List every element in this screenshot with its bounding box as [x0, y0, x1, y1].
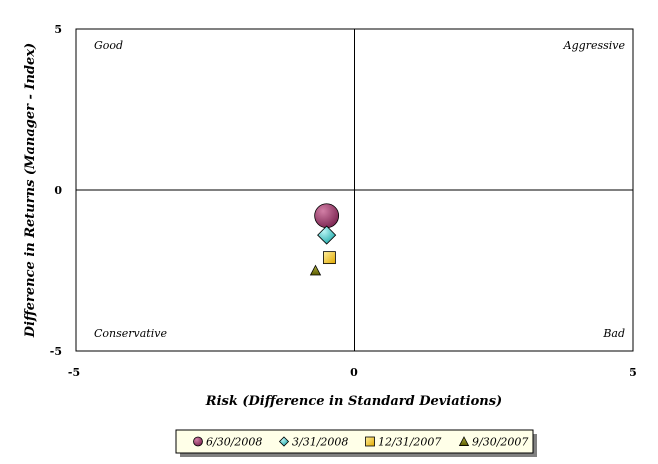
x-tick-label-left: -5 — [68, 366, 80, 379]
data-point-diamond — [317, 225, 337, 245]
legend-label: 6/30/2008 — [206, 436, 262, 449]
legend-marker-diamond — [278, 436, 290, 447]
legend-marker-circle — [193, 436, 203, 447]
quadrant-label-conservative: Conservative — [94, 327, 167, 340]
data-point-triangle — [309, 264, 322, 276]
quadrant-label-aggressive: Aggressive — [563, 39, 626, 52]
x-tick-label-mid: 0 — [350, 366, 358, 379]
quadrant-label-good: Good — [94, 39, 123, 52]
quadrant-label-bad: Bad — [602, 327, 625, 340]
legend-marker-square — [365, 436, 375, 447]
y-axis-title: Difference in Returns (Manager - Index) — [23, 43, 38, 338]
legend: 6/30/2008 3/31/2008 12/31/2007 9/30/2007 — [175, 429, 537, 457]
data-points — [309, 203, 340, 276]
legend-marker-triangle — [458, 436, 470, 446]
legend-label: 9/30/2007 — [472, 436, 528, 449]
data-point-square — [323, 251, 336, 265]
y-tick-label-top: 5 — [54, 23, 62, 36]
y-tick-label-mid: 0 — [54, 184, 62, 197]
x-tick-label-right: 5 — [629, 366, 637, 379]
x-axis-title: Risk (Difference in Standard Deviations) — [205, 394, 502, 409]
legend-label: 12/31/2007 — [378, 436, 441, 449]
legend-label: 3/31/2008 — [292, 436, 348, 449]
data-point-circle — [314, 203, 340, 229]
y-tick-label-bottom: -5 — [50, 345, 62, 358]
legend-box — [175, 429, 534, 454]
